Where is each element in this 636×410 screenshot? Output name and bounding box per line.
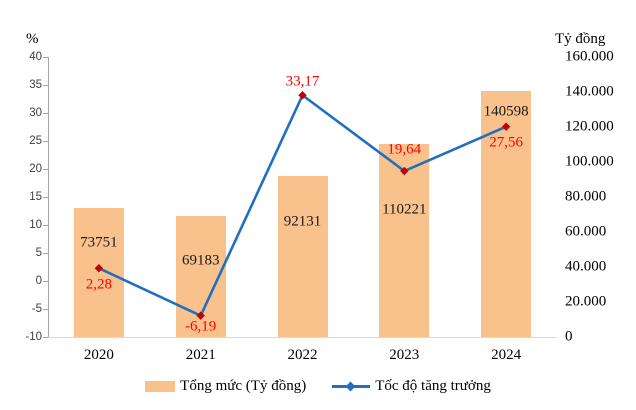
legend-label: Tổng mức (Tỷ đồng) xyxy=(180,377,307,394)
left-axis-tick-label: 35 xyxy=(29,79,42,91)
bar[interactable] xyxy=(73,207,124,337)
right-axis-tick-label: 80.000 xyxy=(565,188,607,205)
left-axis-tick xyxy=(43,85,48,86)
category-label: 2023 xyxy=(389,347,420,363)
bar-value-label: 92131 xyxy=(283,213,322,230)
line-value-label: 27,56 xyxy=(489,134,523,151)
bar[interactable] xyxy=(277,175,328,337)
right-axis-tick-label: 160.000 xyxy=(565,48,614,65)
left-axis-tick-label: -10 xyxy=(25,331,42,343)
left-axis-tick xyxy=(43,337,48,338)
category-label: 2020 xyxy=(83,347,114,363)
category-label: 2024 xyxy=(491,347,522,363)
left-axis-tick xyxy=(43,141,48,142)
left-axis-tick-label: 0 xyxy=(35,275,42,287)
line-value-label: 2,28 xyxy=(85,276,113,293)
legend-item-line-series: Tốc độ tăng trưởng xyxy=(332,378,491,395)
right-axis-tick-label: 40.000 xyxy=(565,258,607,275)
category-label: 2022 xyxy=(287,347,318,363)
right-axis-tick-label: 140.000 xyxy=(565,83,614,100)
legend-item-bar-series: Tổng mức (Tỷ đồng) xyxy=(145,378,306,395)
bar-value-label: 140598 xyxy=(483,103,529,120)
legend: Tổng mức (Tỷ đồng) Tốc độ tăng trưởng xyxy=(0,374,636,398)
bar-series-swatch xyxy=(145,380,176,392)
bar-value-label: 110221 xyxy=(382,201,427,218)
left-axis-tick xyxy=(43,225,48,226)
line-value-label: 33,17 xyxy=(285,73,320,90)
right-axis-tick-label: 120.000 xyxy=(565,118,614,135)
left-axis-tick xyxy=(43,253,48,254)
left-axis-tick-label: 40 xyxy=(29,51,42,63)
left-axis-tick-label: 30 xyxy=(29,107,42,119)
left-axis-tick-label: 10 xyxy=(29,219,42,231)
category-label: 2021 xyxy=(185,347,216,363)
left-axis-title: % xyxy=(26,31,39,47)
left-axis-tick xyxy=(43,281,48,282)
line-value-label: 19,64 xyxy=(387,141,422,158)
bar[interactable] xyxy=(379,144,430,337)
bar[interactable] xyxy=(481,90,532,337)
bar-value-label: 73751 xyxy=(80,234,118,251)
left-axis-tick-label: 20 xyxy=(29,163,42,175)
left-axis-tick xyxy=(43,309,48,310)
right-axis-tick-label: 60.000 xyxy=(565,223,607,240)
right-axis-tick-label: 0 xyxy=(565,328,573,345)
left-axis-tick xyxy=(43,169,48,170)
line-value-label: -6,19 xyxy=(185,318,217,335)
left-axis-tick-label: -5 xyxy=(31,303,42,315)
category-axis-line xyxy=(48,337,557,338)
left-axis-tick xyxy=(43,57,48,58)
left-axis-tick-label: 5 xyxy=(35,247,42,259)
diamond-marker-icon xyxy=(345,381,356,391)
legend-label: Tốc độ tăng trưởng xyxy=(375,377,491,394)
right-axis-title: Tỷ đồng xyxy=(555,31,606,47)
line-series-swatch xyxy=(332,380,371,392)
right-axis-tick-label: 20.000 xyxy=(565,293,607,310)
right-axis-tick-label: 100.000 xyxy=(565,153,614,170)
left-axis-tick-label: 25 xyxy=(29,135,42,147)
left-axis-line xyxy=(48,57,49,338)
diamond-marker-icon[interactable] xyxy=(298,91,307,100)
left-axis-tick xyxy=(43,113,48,114)
left-axis-tick xyxy=(43,197,48,198)
left-axis-tick-label: 15 xyxy=(29,191,42,203)
bar-value-label: 69183 xyxy=(181,252,220,269)
